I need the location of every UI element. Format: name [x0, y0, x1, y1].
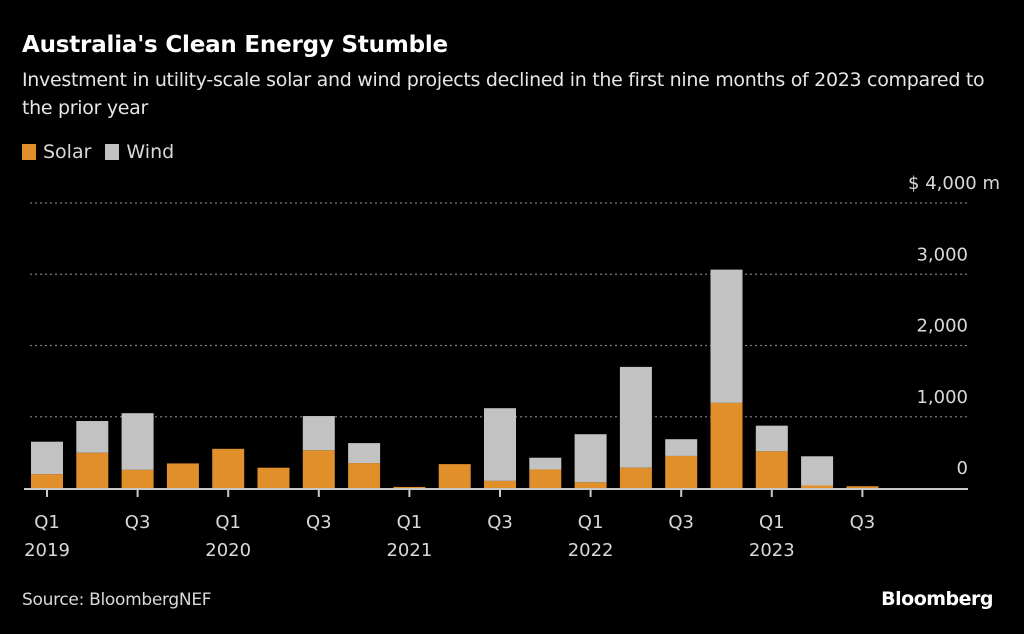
bars: [31, 269, 879, 488]
x-tick-year-label: 2022: [568, 540, 614, 561]
source-note: Source: BloombergNEF: [22, 590, 212, 610]
x-tick-year-label: 2021: [386, 540, 432, 561]
bar-solar: [212, 448, 245, 488]
bar-solar: [801, 485, 834, 488]
y-tick-label: 1,000: [916, 387, 968, 408]
bar-solar: [755, 451, 788, 488]
bar-solar: [76, 452, 109, 488]
bar-solar: [484, 480, 516, 488]
bar-wind: [31, 441, 63, 475]
x-tick-label: Q1: [34, 512, 60, 533]
x-tick-label: Q3: [668, 512, 694, 533]
y-axis-labels: 0 1,000 2,000 3,000 $ 4,000 m: [908, 173, 1000, 479]
legend-label-wind: Wind: [126, 141, 175, 163]
y-tick-label: 3,000: [916, 244, 968, 265]
legend-label-solar: Solar: [43, 141, 92, 163]
bar-solar: [665, 455, 698, 488]
bar-wind: [710, 269, 743, 403]
x-axis-labels: Q1 2019 Q3 Q1 2020 Q3 Q1 2021 Q3 Q1 2022 Q3 Q1 2023 Q3: [24, 490, 875, 561]
bar-solar: [257, 467, 290, 488]
bar-wind: [348, 443, 381, 464]
legend-item-solar: Solar: [22, 141, 91, 163]
bar-solar: [529, 469, 562, 488]
gridlines: [30, 202, 968, 418]
x-tick-label: Q3: [306, 512, 332, 533]
x-tick-label: Q1: [578, 512, 604, 533]
y-tick-label: 2,000: [916, 316, 968, 337]
bar-solar: [166, 463, 199, 488]
bar-wind: [574, 434, 607, 483]
bar-solar: [121, 469, 154, 488]
bar-solar: [846, 486, 879, 488]
bar-wind: [665, 439, 698, 456]
bar-solar: [31, 474, 63, 488]
x-tick-year-label: 2020: [205, 540, 251, 561]
x-tick-label: Q3: [850, 512, 876, 533]
bar-solar: [438, 464, 471, 488]
bar-wind: [121, 413, 154, 470]
legend-swatch-solar: [22, 144, 36, 160]
bar-solar: [348, 463, 381, 488]
x-tick-label: Q1: [215, 512, 241, 533]
bar-wind: [801, 456, 834, 486]
bar-solar: [574, 482, 607, 488]
bar-solar: [393, 486, 426, 488]
bar-wind: [76, 421, 109, 453]
bar-wind: [755, 425, 788, 452]
x-tick-year-label: 2019: [24, 540, 70, 561]
bar-solar: [302, 450, 335, 488]
x-tick-year-label: 2023: [749, 540, 795, 561]
bar-wind: [302, 416, 335, 451]
bar-wind: [484, 408, 516, 481]
bar-solar: [710, 402, 743, 488]
chart-title: Australia's Clean Energy Stumble: [22, 32, 448, 58]
bar-wind: [619, 366, 652, 468]
bloomberg-logo: Bloomberg: [881, 588, 993, 610]
legend-swatch-wind: [105, 144, 120, 160]
bar-solar: [619, 467, 652, 488]
x-tick-label: Q1: [397, 512, 423, 533]
legend-item-wind: Wind: [105, 141, 174, 163]
y-tick-label: $ 4,000 m: [908, 173, 1000, 194]
y-tick-label: 0: [957, 458, 968, 479]
x-tick-label: Q3: [125, 512, 151, 533]
legend: Solar Wind: [22, 141, 188, 163]
chart-subtitle: Investment in utility-scale solar and wi…: [22, 69, 985, 119]
x-tick-label: Q3: [487, 512, 513, 533]
x-tick-label: Q1: [759, 512, 785, 533]
bar-wind: [529, 457, 562, 470]
